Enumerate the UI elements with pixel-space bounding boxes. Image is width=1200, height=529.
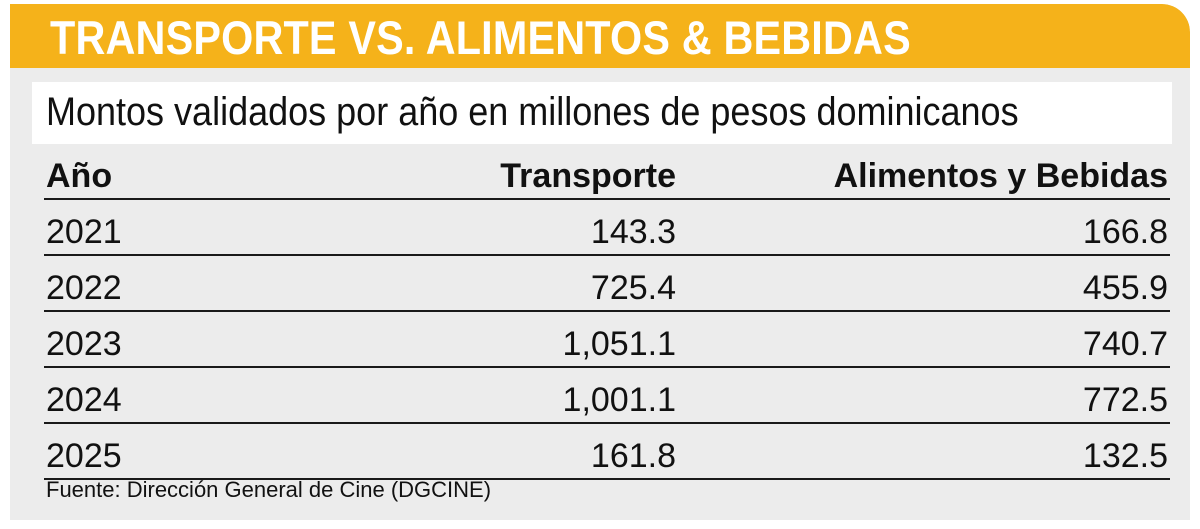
header-alimentos-bebidas: Alimentos y Bebidas <box>833 157 1168 195</box>
alimentos-bebidas-cell: 166.8 <box>1082 213 1168 251</box>
table-row: 2023 1,051.1 740.7 <box>44 312 1170 368</box>
chart-title: TRANSPORTE VS. ALIMENTOS & BEBIDAS <box>50 11 911 64</box>
subtitle-box: Montos validados por año en millones de … <box>32 82 1172 144</box>
year-cell: 2023 <box>46 325 122 363</box>
table-row: 2025 161.8 132.5 <box>44 424 1170 480</box>
transporte-cell: 143.3 <box>590 213 676 251</box>
title-banner: TRANSPORTE VS. ALIMENTOS & BEBIDAS <box>10 4 1190 68</box>
table-row: 2022 725.4 455.9 <box>44 256 1170 312</box>
year-cell: 2025 <box>46 437 122 475</box>
year-cell: 2022 <box>46 269 122 307</box>
alimentos-bebidas-cell: 772.5 <box>1082 381 1168 419</box>
table-header-row: Año Transporte Alimentos y Bebidas <box>44 148 1170 200</box>
infographic-card: TRANSPORTE VS. ALIMENTOS & BEBIDAS Monto… <box>10 4 1190 520</box>
alimentos-bebidas-cell: 455.9 <box>1082 269 1168 307</box>
year-cell: 2021 <box>46 213 122 251</box>
header-transporte: Transporte <box>500 157 676 195</box>
transporte-cell: 1,051.1 <box>562 325 676 363</box>
alimentos-bebidas-cell: 740.7 <box>1082 325 1168 363</box>
source-note: Fuente: Dirección General de Cine (DGCIN… <box>46 477 492 502</box>
table-row: 2021 143.3 166.8 <box>44 200 1170 256</box>
table-row: 2024 1,001.1 772.5 <box>44 368 1170 424</box>
header-year: Año <box>46 157 113 195</box>
year-cell: 2024 <box>46 381 122 419</box>
chart-subtitle: Montos validados por año en millones de … <box>46 90 1019 134</box>
transporte-cell: 1,001.1 <box>562 381 676 419</box>
data-table: Año Transporte Alimentos y Bebidas 2021 1… <box>44 148 1170 480</box>
transporte-cell: 161.8 <box>590 437 676 475</box>
alimentos-bebidas-cell: 132.5 <box>1082 437 1168 475</box>
transporte-cell: 725.4 <box>590 269 676 307</box>
